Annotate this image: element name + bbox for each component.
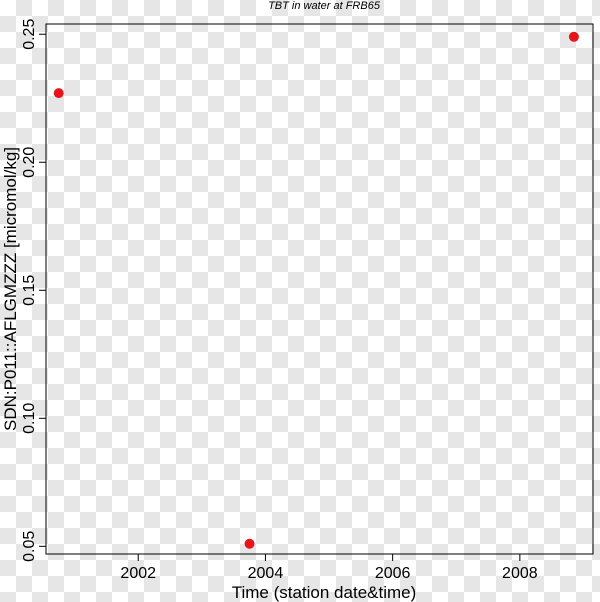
y-axis: 0.05 0.10 0.15 0.20 0.25	[21, 19, 46, 562]
y-tick-label: 0.20	[21, 147, 38, 178]
y-axis-label: SDN:P011::AFLGMZZZ [micromol/kg]	[1, 147, 20, 431]
data-points	[53, 31, 579, 549]
x-tick-label: 2006	[375, 565, 411, 582]
x-tick-label: 2008	[502, 565, 538, 582]
data-point	[53, 88, 64, 99]
chart-title: TBT in water at FRB65	[268, 0, 381, 12]
y-tick-label: 0.05	[21, 531, 38, 562]
data-point	[568, 31, 579, 42]
y-tick-label: 0.10	[21, 403, 38, 434]
y-tick-label: 0.25	[21, 19, 38, 50]
x-axis: 2002 2004 2006 2008	[120, 554, 538, 582]
x-tick-label: 2002	[120, 565, 156, 582]
data-point	[244, 538, 255, 549]
x-tick-label: 2004	[248, 565, 284, 582]
plot-area-frame	[45, 23, 594, 555]
y-tick-label: 0.15	[21, 275, 38, 306]
x-axis-label: Time (station date&time)	[232, 583, 417, 602]
